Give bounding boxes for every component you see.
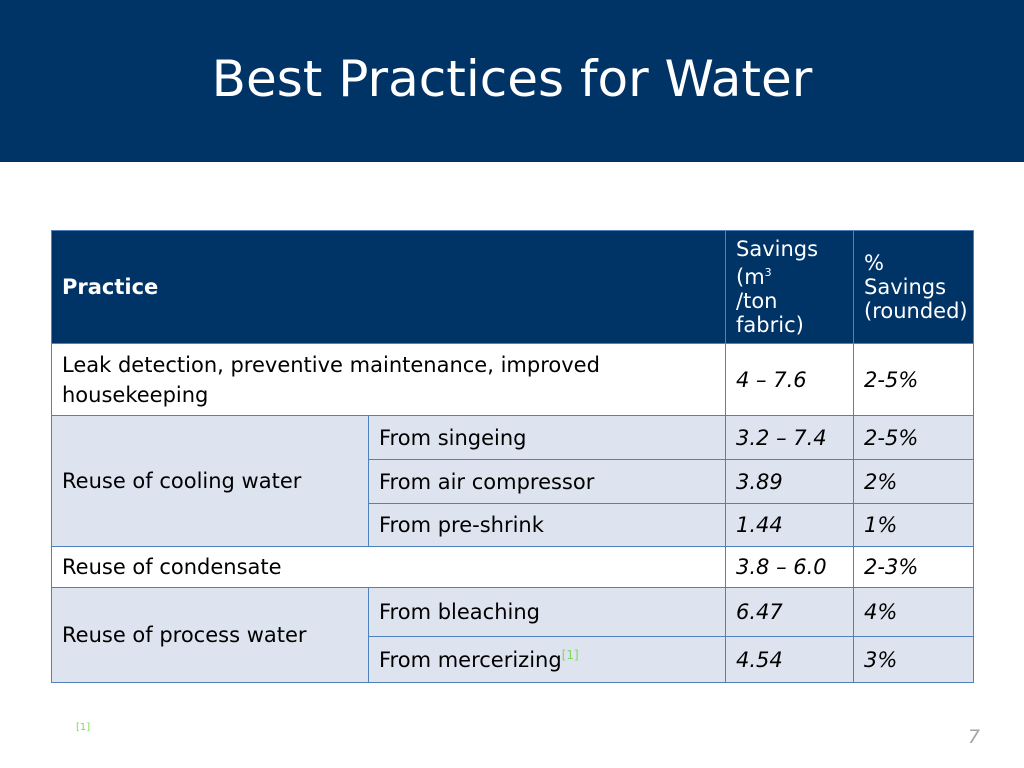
footnote-mark[interactable]: [1]: [76, 722, 91, 733]
header-savings-text: Savings (m: [736, 237, 819, 289]
table-row: Leak detection, preventive maintenance, …: [50, 343, 975, 416]
table-row: Reuse of cooling water From singeing 3.2…: [51, 415, 975, 547]
header-practice: Practice: [50, 230, 727, 344]
savings-cell: 3.2 – 7.4: [725, 415, 855, 460]
table-row: From air compressor 3.89 2%: [52, 459, 975, 504]
header-pct-savings: % Savings (rounded): [853, 230, 975, 344]
pct-cell: 2%: [853, 459, 975, 504]
table-row: From mercerizing[1] 4.54 3%: [52, 636, 975, 683]
header-savings-sup: 3: [764, 266, 772, 279]
sub-practice-text: From mercerizing: [379, 647, 562, 672]
savings-cell: 6.47: [725, 587, 855, 637]
pct-cell: 4%: [853, 587, 975, 637]
sub-practice-cell: From air compressor: [367, 459, 727, 504]
pct-cell: 2-3%: [853, 546, 975, 588]
table-row: Reuse of process water From bleaching 6.…: [51, 587, 975, 683]
savings-cell: 4.54: [725, 636, 855, 683]
savings-cell: 1.44: [725, 503, 855, 547]
slide-title: Best Practices for Water: [211, 50, 813, 108]
pct-cell: 2-5%: [853, 415, 975, 460]
sub-practice-cell: From singeing: [367, 415, 727, 460]
header-savings: Savings (m3/ton fabric): [725, 230, 855, 344]
header-pct-line1: % Savings: [864, 251, 947, 299]
pct-cell: 2-5%: [853, 343, 975, 416]
table-header-row: Practice Savings (m3/ton fabric) % Savin…: [50, 230, 975, 344]
sub-practice-cell: From bleaching: [367, 587, 727, 637]
practice-cell: Reuse of condensate: [50, 546, 727, 588]
savings-cell: 4 – 7.6: [725, 343, 855, 416]
pct-cell: 3%: [853, 636, 975, 683]
group-cell: Reuse of process water: [51, 587, 369, 683]
header-pct-line2: (rounded): [864, 299, 968, 323]
title-bar: [0, 0, 1024, 162]
savings-cell: 3.8 – 6.0: [725, 546, 855, 588]
group-cell: Reuse of cooling water: [51, 415, 369, 547]
header-savings-unit: /ton fabric): [736, 289, 804, 337]
savings-cell: 3.89: [725, 459, 855, 504]
sub-practice-cell: From mercerizing[1]: [367, 636, 727, 683]
table-row: Reuse of condensate 3.8 – 6.0 2-3%: [50, 546, 975, 588]
practices-table: Practice Savings (m3/ton fabric) % Savin…: [50, 230, 975, 683]
sub-practice-cell: From pre-shrink: [367, 503, 727, 547]
practice-cell: Leak detection, preventive maintenance, …: [50, 343, 727, 416]
page-number: 7: [967, 726, 980, 748]
pct-cell: 1%: [853, 503, 975, 547]
footnote-reference-link[interactable]: [1]: [561, 647, 579, 662]
